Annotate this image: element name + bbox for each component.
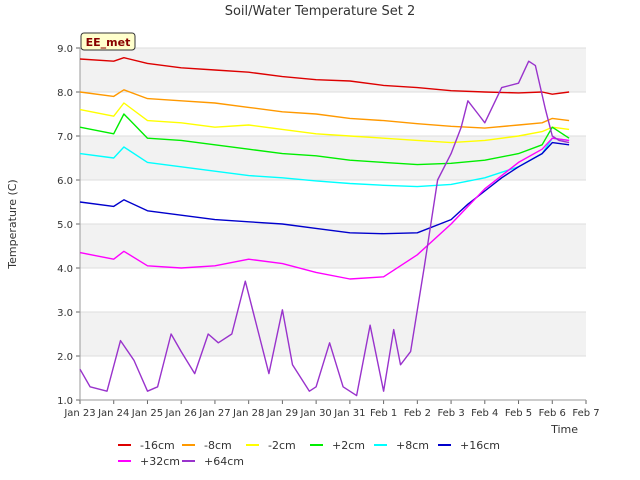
series-line-+16cm	[79, 141, 570, 235]
x-tick-label: Jan 26	[165, 408, 197, 419]
x-tick-label: Feb 6	[539, 408, 566, 419]
grid-band	[80, 356, 586, 400]
series-line-+64cm	[79, 60, 570, 397]
series-line-+2cm	[79, 113, 570, 166]
grid-band	[80, 224, 586, 268]
y-tick-label: 2.0	[57, 352, 73, 363]
y-tick-label: 7.0	[57, 132, 73, 143]
legend-label: +32cm	[140, 455, 180, 468]
chart-title: Soil/Water Temperature Set 2	[225, 4, 416, 19]
y-tick-label: 3.0	[57, 308, 73, 319]
series-line-+32cm	[79, 137, 570, 280]
y-tick-label: 8.0	[57, 88, 73, 99]
y-tick-label: 1.0	[57, 396, 73, 407]
legend: -16cm -8cm -2cm +2cm +8cm +16cm +32cm +64cm	[118, 439, 500, 468]
y-tick-label: 4.0	[57, 264, 73, 275]
series-line--2cm	[79, 102, 570, 144]
x-tick-label: Feb 1	[370, 408, 397, 419]
y-tick-label: 9.0	[57, 44, 73, 55]
x-tick-label: Feb 5	[505, 408, 532, 419]
legend-label: -8cm	[204, 439, 232, 452]
series-line--8cm	[79, 89, 570, 129]
legend-label: +8cm	[396, 439, 429, 452]
x-tick-label: Feb 2	[404, 408, 431, 419]
x-tick-label: Jan 27	[198, 408, 230, 419]
legend-label: -16cm	[140, 439, 175, 452]
grid-band	[80, 312, 586, 356]
y-axis-label: Temperature (C)	[6, 179, 19, 269]
x-tick-label: Jan 25	[131, 408, 163, 419]
x-tick-label: Feb 7	[572, 408, 599, 419]
legend-label: +16cm	[460, 439, 500, 452]
grid-band	[80, 268, 586, 312]
x-axis-label: Time	[550, 423, 578, 436]
grid-band	[80, 180, 586, 224]
x-tick-label: Jan 28	[232, 408, 264, 419]
x-tick-label: Feb 4	[471, 408, 498, 419]
x-tick-label: Jan 29	[266, 408, 298, 419]
series-line--16cm	[79, 57, 570, 95]
grid-band	[80, 48, 586, 92]
station-badge: EE_met	[80, 32, 136, 51]
x-tick-label: Jan 24	[97, 408, 129, 419]
x-tick-label: Jan 31	[333, 408, 365, 419]
legend-label: +2cm	[332, 439, 365, 452]
x-tick-label: Jan 23	[63, 408, 95, 419]
y-tick-label: 6.0	[57, 176, 73, 187]
y-tick-label: 5.0	[57, 220, 73, 231]
x-tick-label: Feb 3	[437, 408, 464, 419]
x-tick-label: Jan 30	[299, 408, 331, 419]
legend-label: +64cm	[204, 455, 244, 468]
station-label: EE_met	[86, 36, 131, 49]
legend-label: -2cm	[268, 439, 296, 452]
